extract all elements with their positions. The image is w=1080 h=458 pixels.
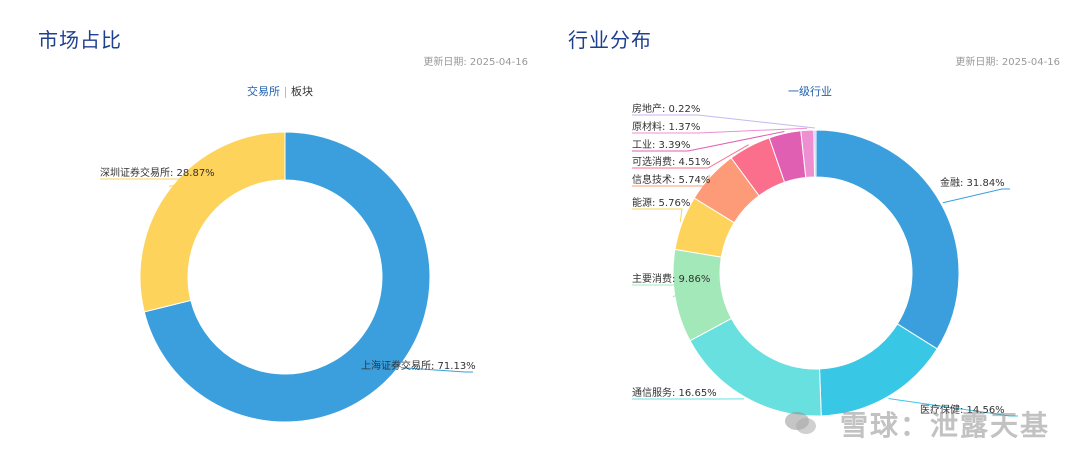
slice-label: 原材料: 1.37% — [632, 120, 700, 133]
industry-distribution-donut-chart: 金融: 31.84% 医疗保健: 14.56% 通信服务: 16.65% 主要消费: … — [632, 102, 1018, 417]
slice-label: 能源: 5.76% — [632, 196, 690, 209]
leader-line — [632, 114, 815, 129]
slice-label: 房地产: 0.22% — [632, 102, 700, 115]
tab-exchange[interactable]: 交易所 — [247, 85, 280, 98]
leader-line — [400, 367, 473, 373]
wechat-icon — [785, 412, 816, 434]
watermark-text: 雪球：泄露天基 — [839, 409, 1050, 442]
industry-distribution-title: 行业分布 — [568, 28, 652, 52]
slice-label: 通信服务: 16.65% — [632, 386, 717, 399]
tab-divider — [285, 86, 286, 98]
leader-line — [942, 188, 1010, 204]
leader-line — [100, 178, 211, 187]
leader-line — [632, 144, 749, 169]
slice-label: 医疗保健: 14.56% — [920, 403, 1005, 416]
slice-1-industry[interactable] — [819, 323, 938, 417]
market-share-tabs: 交易所 板块 — [10, 83, 550, 99]
slice-label: 信息技术: 5.74% — [632, 173, 710, 186]
market-share-donut-chart: 上海证券交易所: 71.13% 深圳证券交易所: 28.87% — [100, 131, 476, 423]
tab-board[interactable]: 板块 — [291, 85, 313, 98]
slice-label: 上海证券交易所: 71.13% — [361, 359, 476, 372]
slice-label: 可选消费: 4.51% — [632, 155, 710, 168]
slice-0-exchange[interactable] — [143, 131, 431, 423]
industry-distribution-panel: 行业分布 更新日期: 2025-04-16 一级行业 金融: 31.84% 医疗保… — [540, 0, 1080, 458]
market-share-panel: 市场占比 更新日期: 2025-04-16 交易所 板块 上海证券交易所: 71.… — [38, 28, 528, 423]
tab-level1-industry[interactable]: 一级行业 — [788, 85, 832, 98]
slice-label: 深圳证券交易所: 28.87% — [100, 166, 215, 179]
leader-line — [632, 284, 706, 298]
slice-1-exchange[interactable] — [139, 131, 286, 313]
leader-line — [632, 130, 785, 152]
slice-label: 主要消费: 9.86% — [632, 272, 710, 285]
leader-line — [888, 398, 1018, 417]
slice-label: 工业: 3.39% — [632, 139, 690, 151]
leader-line — [632, 174, 710, 187]
slice-2-industry[interactable] — [689, 317, 822, 417]
industry-distribution-update-date: 更新日期: 2025-04-16 — [955, 57, 1060, 68]
market-share-title: 市场占比 — [38, 28, 122, 52]
slice-9-industry[interactable] — [813, 129, 817, 178]
leader-line — [632, 208, 683, 223]
slice-label: 金融: 31.84% — [940, 176, 1005, 189]
market-share-update-date: 更新日期: 2025-04-16 — [423, 57, 528, 68]
slice-0-industry[interactable] — [815, 129, 960, 350]
leader-line — [632, 127, 808, 134]
industry-tabs: 一级行业 — [540, 83, 1080, 99]
